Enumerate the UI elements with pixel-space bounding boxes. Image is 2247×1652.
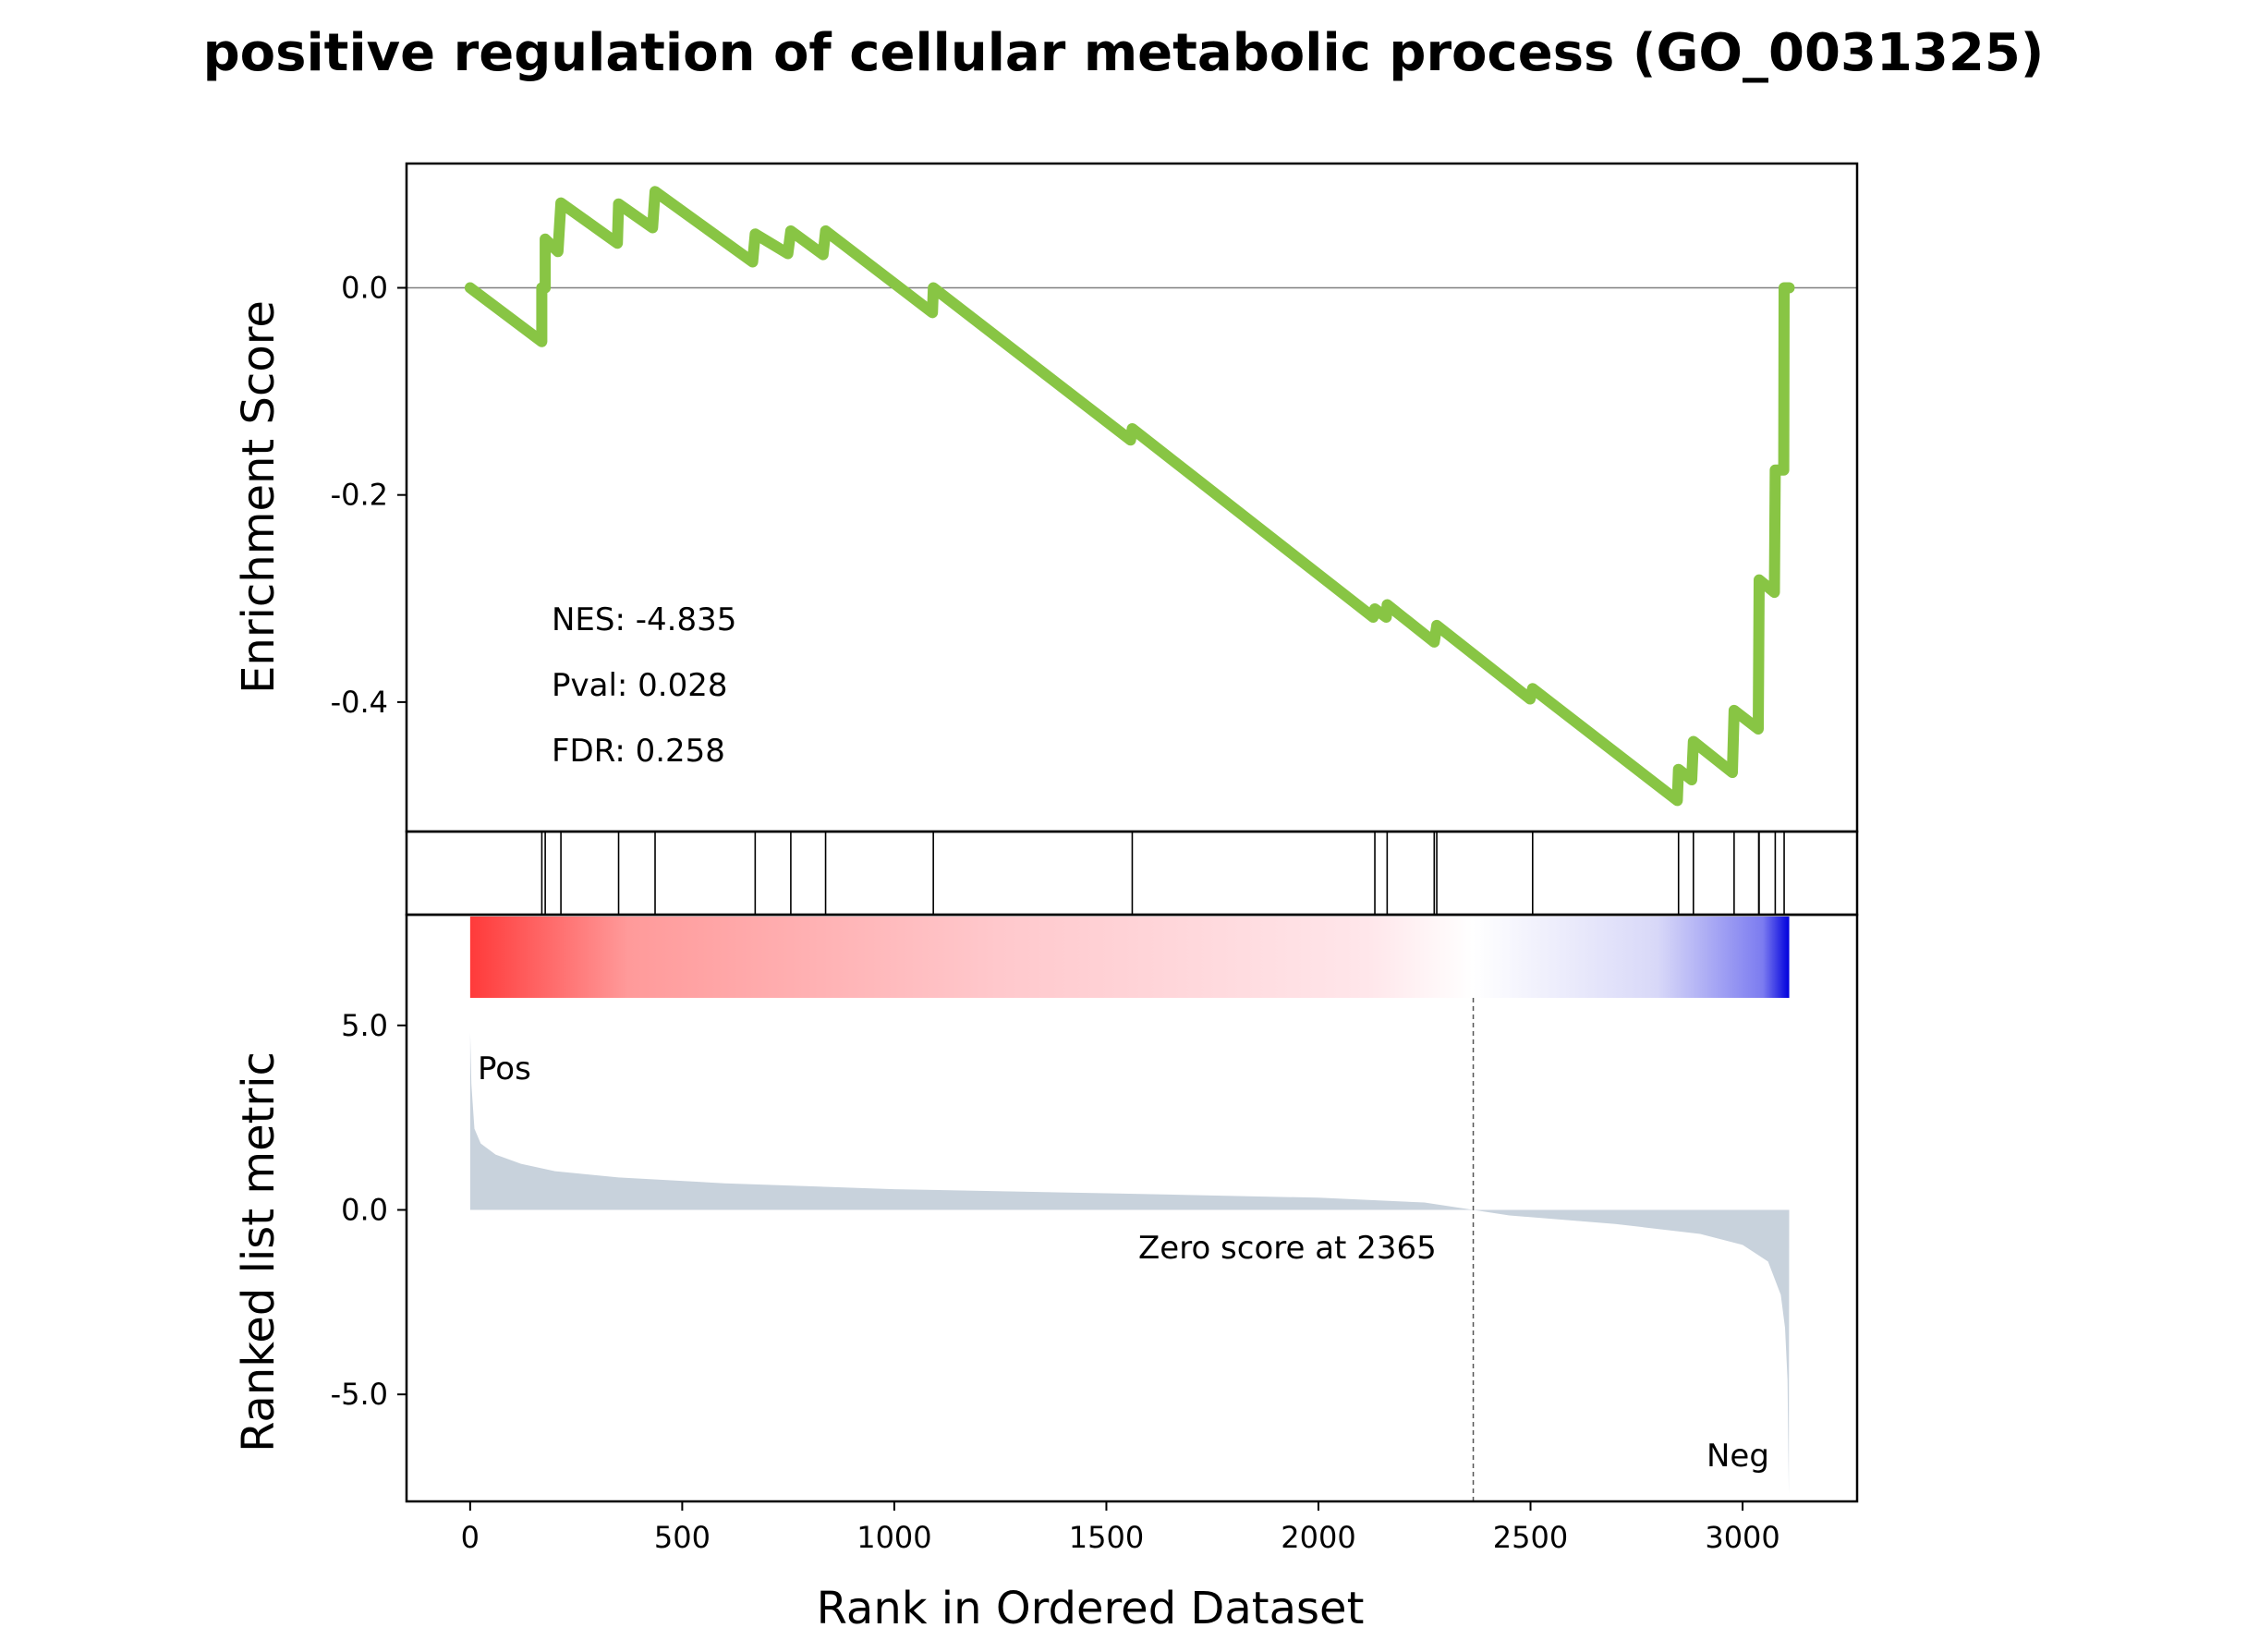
ranked-tick-label: 0.0 (341, 1192, 388, 1227)
ranked-tick-label: 5.0 (341, 1008, 388, 1043)
neg-label: Neg (1707, 1438, 1769, 1475)
enrichment-score-line (464, 186, 1795, 807)
ranked-panel: Zero score at 2365 Pos Neg 5.0 0.0 -5.0 0 5… (233, 913, 1859, 1634)
enrichment-panel: 0.0 -0.2 -0.4 NES: -4.835 Pval: 0.028 FDR:… (233, 162, 1859, 833)
ranked-y-label: Ranked list metric (233, 1051, 285, 1452)
enrichment-y-label: Enrichment Score (233, 300, 285, 694)
rank-color-bar (469, 917, 1790, 998)
x-tick-label: 3000 (1705, 1520, 1779, 1555)
x-tick-label: 1000 (856, 1520, 931, 1555)
ranked-metric-area (469, 1032, 1790, 1494)
x-tick-label: 2500 (1493, 1520, 1568, 1555)
es-tick-label: -0.2 (331, 478, 388, 513)
es-tick-label: 0.0 (341, 271, 388, 306)
ranked-tick-label: -5.0 (331, 1377, 388, 1412)
x-tick-label: 2000 (1281, 1520, 1355, 1555)
nes-label: NES: -4.835 (552, 601, 736, 638)
x-tick-label: 500 (654, 1520, 711, 1555)
x-tick-label: 0 (461, 1520, 480, 1555)
chart-title: positive regulation of cellular metaboli… (203, 23, 2045, 83)
zero-score-label: Zero score at 2365 (1138, 1230, 1437, 1267)
x-axis-label: Rank in Ordered Dataset (817, 1583, 1365, 1634)
fdr-label: FDR: 0.258 (552, 733, 725, 770)
enrichment-frame (405, 162, 1859, 833)
pos-label: Pos (478, 1051, 531, 1087)
es-tick-label: -0.4 (331, 685, 388, 720)
x-tick-label: 1500 (1069, 1520, 1144, 1555)
hits-panel (405, 830, 1859, 917)
pval-label: Pval: 0.028 (552, 667, 728, 704)
ranked-frame (405, 913, 1859, 1503)
